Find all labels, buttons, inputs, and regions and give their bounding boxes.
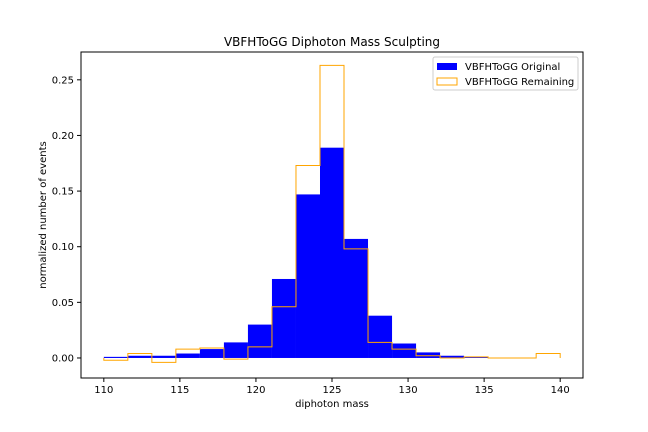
y-tick-label: 0.20: [52, 131, 74, 142]
x-tick-label: 135: [475, 385, 494, 396]
x-tick-label: 120: [246, 385, 265, 396]
bar-original: [392, 343, 417, 358]
y-axis-label: normalized number of events: [38, 141, 49, 288]
legend-swatch: [436, 77, 458, 86]
series-original: [103, 147, 489, 358]
bar-original: [464, 356, 489, 358]
y-tick-label: 0.10: [52, 242, 74, 253]
legend-label: VBFHToGG Remaining: [465, 77, 574, 88]
y-axis: 0.00 0.05 0.10 0.15 0.20 0.25: [52, 75, 81, 364]
legend-box: [432, 56, 579, 91]
x-axis: 110 115 120 125 130 135 140: [94, 378, 570, 396]
bar-original: [127, 355, 152, 358]
series-remaining: [103, 64, 561, 363]
x-tick-label: 110: [94, 385, 113, 396]
step-line-remaining: [103, 64, 561, 363]
bar-original: [368, 315, 393, 358]
bar-original: [440, 355, 465, 358]
bar-original: [103, 356, 128, 358]
y-tick-label: 0.00: [52, 353, 74, 364]
bar-original: [416, 352, 441, 358]
x-tick-label: 130: [399, 385, 418, 396]
bar-original: [223, 342, 248, 358]
bar-original: [175, 353, 200, 358]
bar-original: [151, 355, 176, 358]
legend-label: VBFHToGG Original: [465, 62, 560, 73]
bar-original: [199, 349, 224, 358]
y-tick-label: 0.15: [52, 187, 74, 198]
x-tick-label: 115: [170, 385, 189, 396]
y-tick-label: 0.25: [52, 75, 74, 86]
y-tick-label: 0.05: [52, 298, 74, 309]
x-tick-label: 140: [551, 385, 570, 396]
legend: VBFHToGG Original VBFHToGG Remaining: [432, 56, 579, 91]
x-axis-label: diphoton mass: [295, 399, 369, 410]
bar-original: [319, 147, 345, 358]
plot-area: 110 115 120 125 130 135 140 0.00 0.05 0.10 0.15 0.2…: [52, 51, 584, 396]
bar-original: [344, 238, 369, 358]
bar-original: [271, 278, 296, 358]
chart-title: VBFHToGG Diphoton Mass Sculpting: [224, 35, 440, 49]
legend-swatch: [437, 63, 457, 70]
x-tick-label: 125: [322, 385, 341, 396]
bar-original: [247, 324, 272, 358]
bar-original: [295, 194, 320, 358]
